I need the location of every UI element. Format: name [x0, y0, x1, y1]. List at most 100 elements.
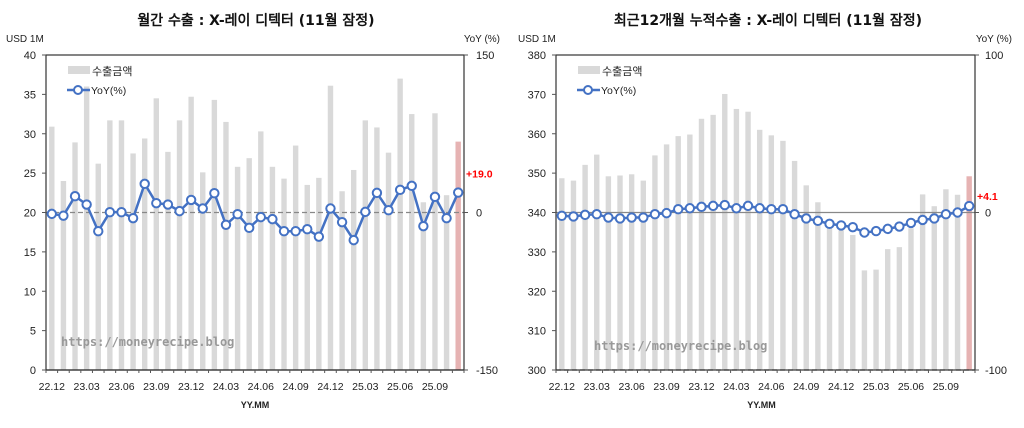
x-tick-label: 25.06: [387, 381, 413, 393]
y-tick-label: 5: [30, 326, 36, 338]
yoy-point: [917, 214, 928, 226]
bar: [954, 194, 961, 370]
y-tick-label: 10: [24, 286, 36, 298]
yoy-point: [383, 204, 394, 216]
bar: [304, 184, 310, 370]
bar: [687, 134, 693, 370]
bar: [943, 189, 949, 370]
yoy-point: [568, 211, 579, 222]
yoy-point: [766, 203, 777, 215]
yoy-point: [58, 210, 69, 221]
bar: [896, 247, 903, 370]
yoy-point: [429, 191, 441, 203]
x-tick-label: 24.12: [828, 381, 854, 393]
bar: [966, 176, 972, 370]
bar: [803, 185, 809, 370]
x-tick-label: 24.06: [248, 381, 274, 393]
bar: [374, 127, 380, 370]
y-tick-label: 30: [24, 129, 36, 141]
bar: [211, 99, 218, 370]
x-axis-label: YY.MM: [241, 400, 270, 410]
y-tick-label: 340: [528, 208, 546, 220]
bar: [908, 228, 914, 370]
bar: [675, 136, 681, 370]
yoy-point: [684, 203, 696, 214]
yoy-point: [614, 213, 626, 224]
bar: [339, 191, 345, 370]
x-tick-label: 22.12: [39, 381, 65, 393]
yoy-point: [812, 215, 824, 227]
y-tick-label: 370: [528, 89, 546, 101]
x-tick-label: 24.03: [213, 381, 239, 393]
yoy-point: [579, 209, 591, 221]
bar: [931, 206, 937, 370]
x-tick-label: 25.03: [863, 381, 889, 393]
y2-tick-label: -150: [476, 365, 498, 377]
bar: [153, 98, 160, 370]
last-value-label: +4.1: [977, 191, 998, 203]
y-tick-label: 15: [24, 247, 36, 259]
y2-tick-label: 0: [476, 208, 482, 220]
yoy-point: [267, 213, 278, 225]
bar: [397, 78, 403, 370]
bar: [861, 270, 868, 370]
bar: [60, 181, 67, 370]
yoy-point: [104, 206, 116, 218]
yoy-point: [209, 187, 220, 199]
y-tick-label: 350: [528, 168, 546, 180]
yoy-point: [185, 194, 197, 206]
y-tick-label: 0: [30, 365, 36, 377]
bar: [246, 158, 252, 370]
y-tick-label: 360: [528, 129, 546, 141]
yoy-point: [452, 187, 464, 198]
bar: [594, 154, 600, 370]
bar: [292, 145, 299, 370]
bar: [234, 166, 241, 370]
left-axis-unit: USD 1M: [6, 34, 44, 45]
yoy-point: [824, 218, 835, 230]
y2-tick-label: 100: [985, 50, 1003, 62]
last-value-label: +19.0: [466, 169, 493, 181]
yoy-point: [278, 225, 290, 237]
bar: [165, 151, 171, 370]
bar: [873, 269, 879, 370]
x-tick-label: 25.06: [898, 381, 924, 393]
bar: [316, 177, 322, 370]
bar: [72, 142, 78, 370]
y-tick-label: 380: [528, 50, 546, 62]
yoy-point: [371, 187, 383, 199]
bar: [95, 163, 101, 370]
yoy-point: [777, 203, 789, 215]
right-axis-unit: YoY (%): [464, 34, 500, 45]
yoy-point: [603, 212, 614, 223]
bar: [362, 120, 369, 370]
yoy-point: [325, 203, 336, 214]
legend-line-marker: [73, 85, 83, 95]
bar: [130, 153, 136, 370]
legend-line-label: YoY(%): [601, 85, 636, 97]
x-tick-label: 25.09: [933, 381, 959, 393]
x-tick-label: 23.03: [73, 381, 99, 393]
bar: [455, 141, 461, 370]
yoy-point: [940, 209, 952, 220]
yoy-point: [127, 212, 139, 224]
yoy-point: [894, 221, 905, 232]
yoy-point: [661, 207, 672, 219]
bar: [141, 138, 148, 370]
chart-title: 최근12개월 누적수출 : X-레이 디텍터 (11월 잠정): [614, 12, 922, 29]
yoy-point: [360, 206, 371, 218]
bar: [617, 175, 623, 370]
chart-title: 월간 수출 : X-레이 디텍터 (11월 잠정): [137, 12, 374, 29]
x-tick-label: 23.06: [108, 381, 134, 393]
legend-line-marker: [583, 85, 593, 95]
bar: [745, 111, 751, 370]
yoy-point: [174, 205, 185, 217]
yoy-point: [243, 222, 255, 234]
bar: [420, 202, 427, 370]
x-tick-label: 24.09: [282, 381, 308, 393]
yoy-point: [81, 199, 92, 210]
yoy-point: [348, 234, 359, 246]
bar: [710, 114, 716, 370]
bar: [768, 135, 775, 370]
